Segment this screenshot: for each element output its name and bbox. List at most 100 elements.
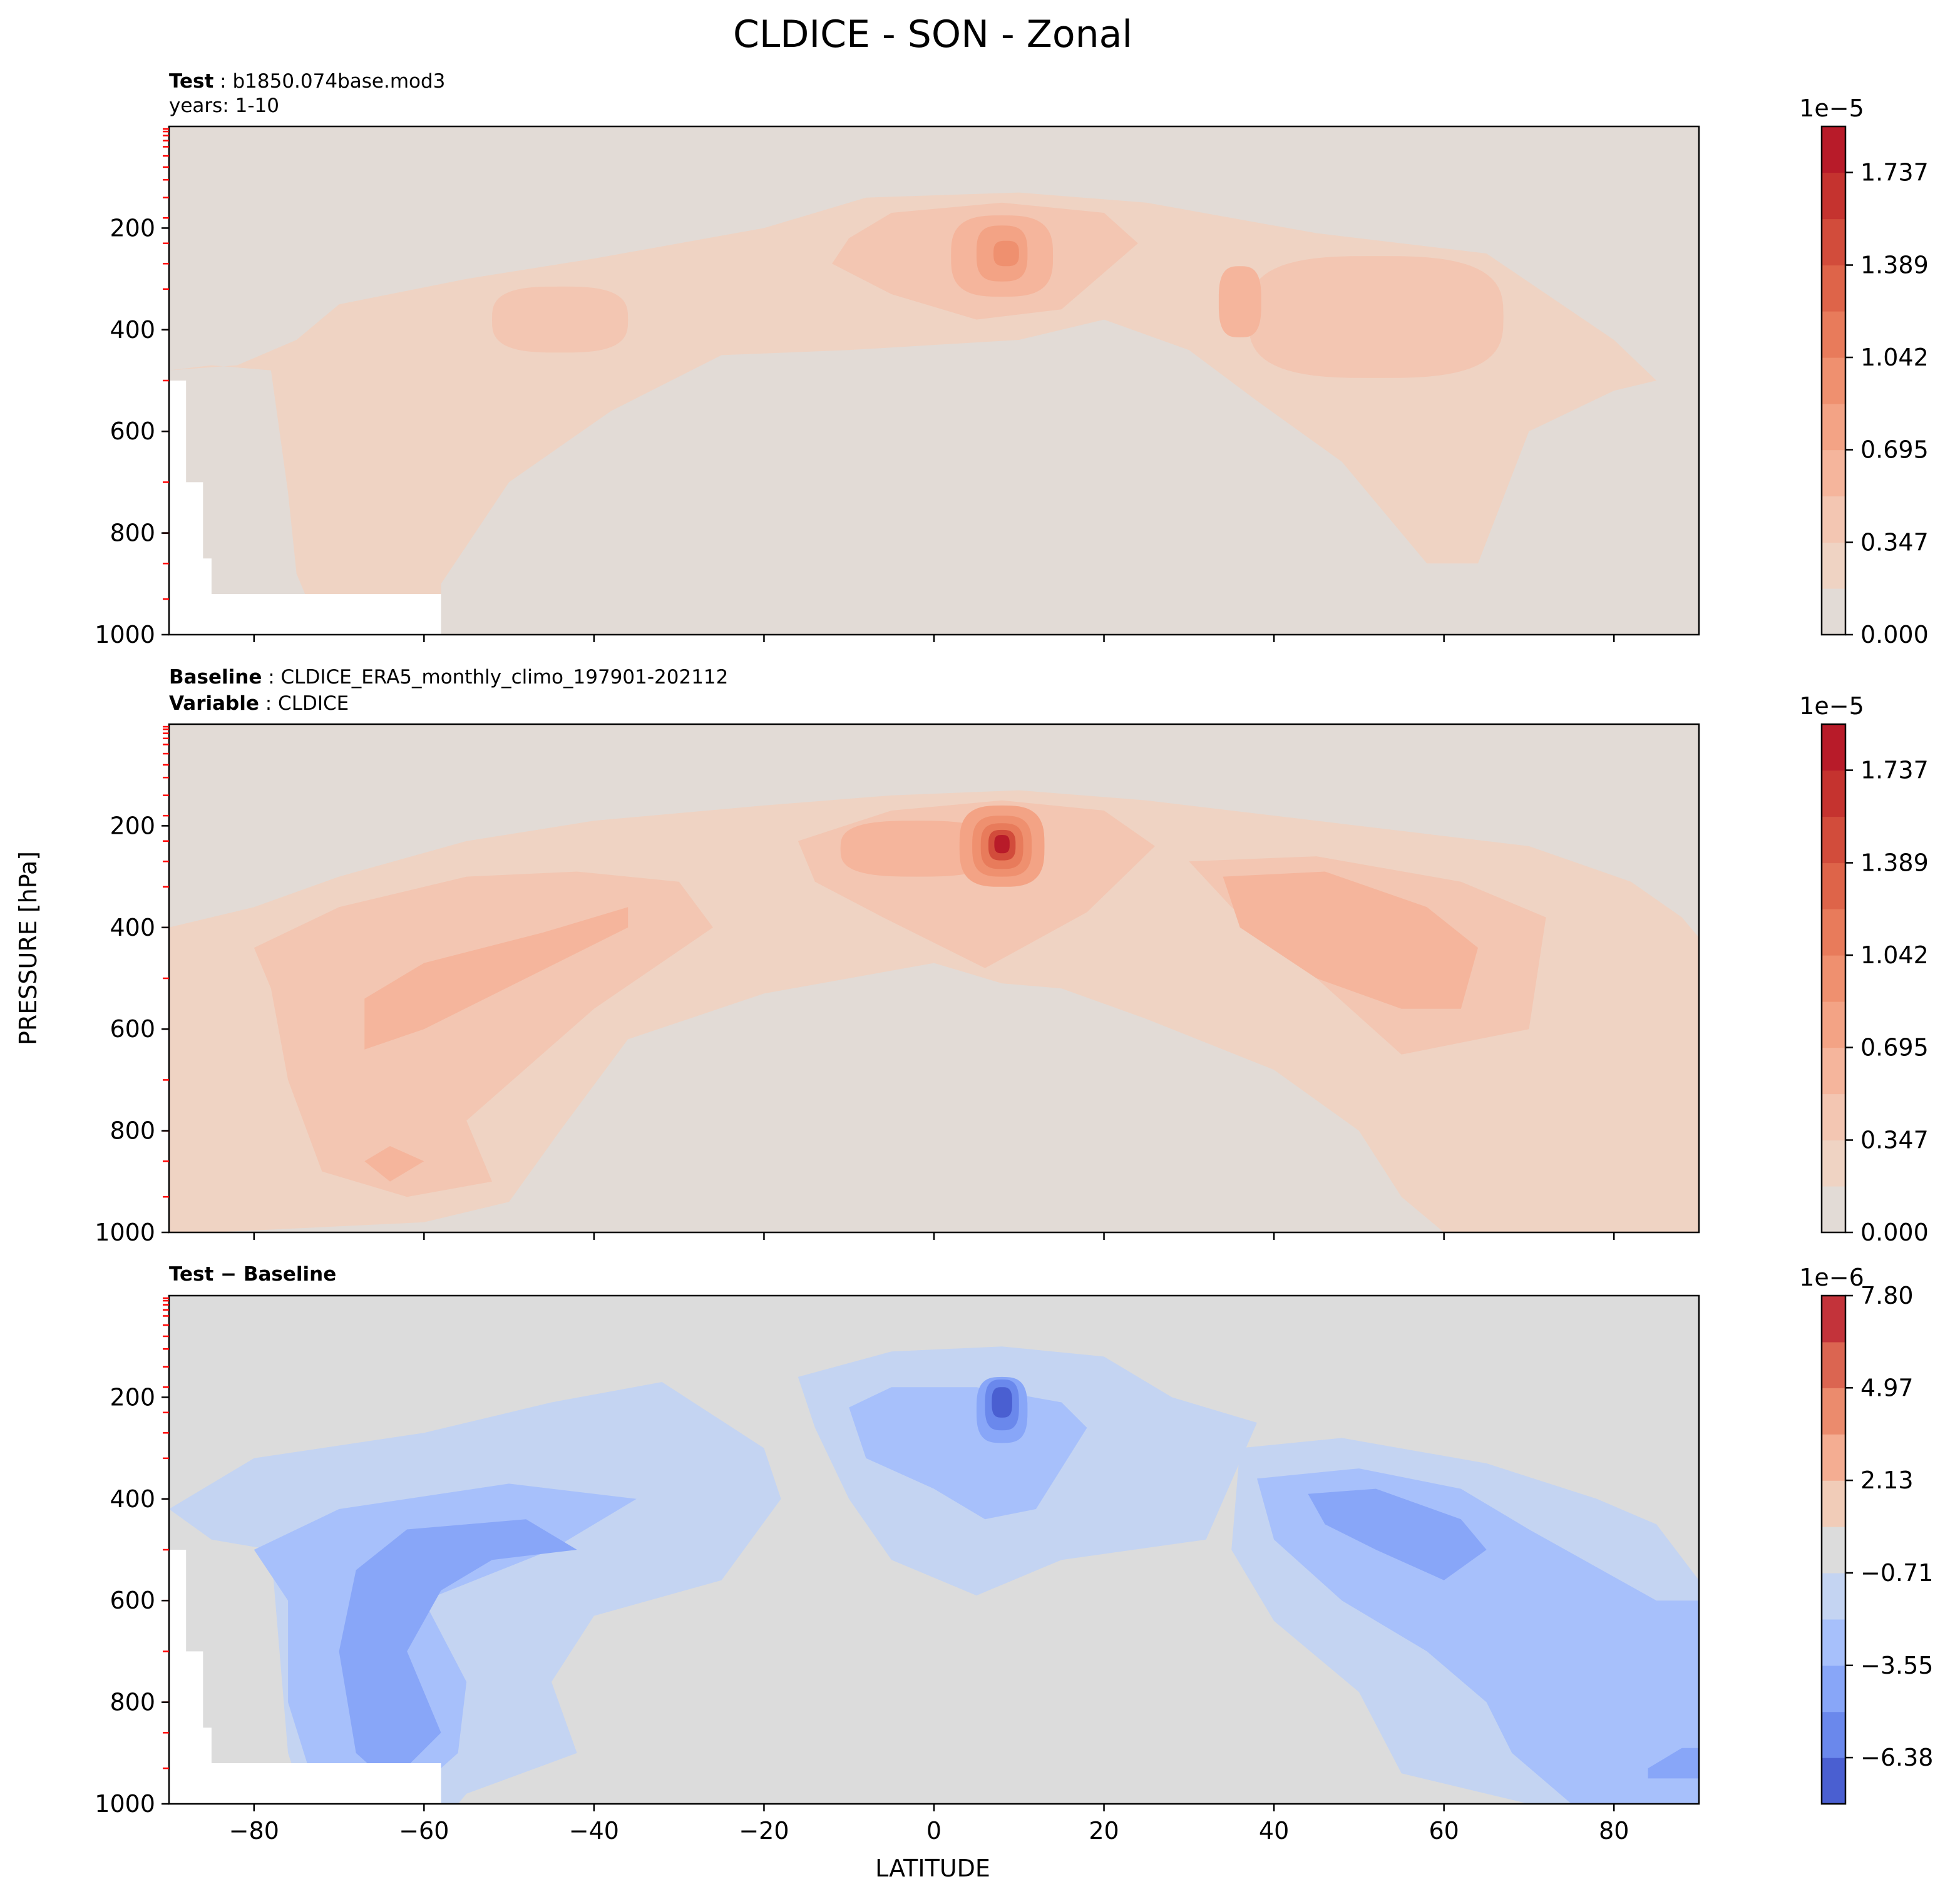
difference-missing-data-mask: [169, 1550, 441, 1804]
x-tick-label: 40: [1259, 1817, 1289, 1845]
baseline-colorbar-tick-label: 1.737: [1860, 757, 1929, 784]
difference-colorbar-segment: [1822, 1527, 1845, 1574]
panel-difference-plot: 200 400 600 800 1000 −80 −60 −40 −20 0 20 40 60 80: [95, 1294, 1700, 1845]
difference-contour-region: [992, 1387, 1012, 1418]
difference-colorbar-segment: [1822, 1572, 1845, 1620]
x-tick-label: −40: [569, 1817, 619, 1845]
panel-baseline-plot: 200 400 600 800 1000: [95, 723, 1700, 1246]
difference-colorbar-tick-label: 7.80: [1860, 1282, 1914, 1309]
difference-colorbar-exponent: 1e−6: [1799, 1264, 1864, 1291]
baseline-contour-region: [364, 907, 629, 1050]
test-colorbar-exponent: 1e−5: [1799, 95, 1864, 122]
difference-contour-region: [1648, 1748, 1699, 1779]
baseline-colorbar-frame: [1820, 723, 1847, 1234]
difference-colorbar-segment: [1822, 1341, 1845, 1388]
test-colorbar-tick-label: 1.042: [1860, 344, 1929, 371]
test-colorbar-segment: [1822, 403, 1845, 451]
test-colorbar-segment: [1822, 588, 1845, 635]
test-colorbar-segment: [1822, 126, 1845, 173]
panel-test-plot: 200 400 600 800 1000: [95, 125, 1700, 648]
difference-contours: [169, 1346, 1699, 1804]
baseline-colorbar-segment: [1822, 955, 1845, 1002]
baseline-colorbar-tick-label: 0.000: [1860, 1219, 1929, 1246]
panel-test-label-separator: :: [213, 70, 232, 93]
x-tick-label: 20: [1089, 1817, 1119, 1845]
difference-contour-region: [1308, 1488, 1487, 1580]
difference-colorbar-segment: [1822, 1296, 1845, 1343]
panel-test: Test : b1850.074base.mod3 years: 1-10 20…: [95, 70, 1929, 648]
chart-title: CLDICE - SON - Zonal: [733, 13, 1132, 56]
difference-y-tick-label: 600: [110, 1587, 155, 1614]
difference-y-tick-label: 800: [110, 1689, 155, 1716]
panel-test-label-line1: Test : b1850.074base.mod3: [169, 70, 445, 93]
panel-baseline: Baseline : CLDICE_ERA5_monthly_climo_197…: [95, 666, 1929, 1246]
difference-colorbar-segment: [1822, 1480, 1845, 1527]
difference-colorbar-tick-label: −0.71: [1860, 1559, 1933, 1587]
difference-colorbar-segment: [1822, 1388, 1845, 1435]
panel-baseline-variable-bold: Variable: [169, 692, 259, 715]
y-axis-label: PRESSURE [hPa]: [14, 851, 42, 1045]
test-colorbar-segment: [1822, 311, 1845, 358]
panel-difference-colorbar: 7.80 4.97 2.13 −0.71 −3.55 −6.38 1e−6: [1799, 1264, 1933, 1805]
panel-test-colorbar: 0.000 0.347 0.695 1.042 1.389 1.737 1e−5: [1799, 95, 1929, 648]
panel-baseline-variable-separator: :: [259, 692, 278, 715]
test-colorbar-tick-label: 0.695: [1860, 436, 1929, 464]
difference-colorbar-segment: [1822, 1665, 1845, 1712]
baseline-colorbar-segment: [1822, 1047, 1845, 1095]
baseline-contour-region: [254, 871, 713, 1197]
baseline-contour-region: [1223, 871, 1478, 1009]
panel-baseline-label-text: CLDICE_ERA5_monthly_climo_197901-202112: [281, 666, 729, 688]
panel-baseline-label-line2: Variable : CLDICE: [169, 692, 349, 715]
difference-contour-region: [339, 1519, 577, 1784]
baseline-colorbar-segment: [1822, 1093, 1845, 1141]
test-colorbar-segment: [1822, 542, 1845, 589]
baseline-colorbar-segment: [1822, 1001, 1845, 1048]
panel-baseline-label-separator: :: [262, 666, 280, 688]
baseline-y-tick-label: 200: [110, 812, 155, 839]
baseline-y-tick-label: 800: [110, 1117, 155, 1145]
baseline-contour-region: [364, 1146, 424, 1182]
panel-baseline-variable-text: CLDICE: [278, 692, 349, 715]
baseline-colorbar-tick-label: 0.347: [1860, 1126, 1929, 1154]
baseline-colorbar-segment: [1822, 909, 1845, 956]
test-contour-region: [492, 286, 629, 353]
test-colorbar-segment: [1822, 449, 1845, 497]
panel-test-label-text: b1850.074base.mod3: [232, 70, 445, 93]
test-colorbar-segment: [1822, 357, 1845, 404]
difference-colorbar-tick-label: −3.55: [1860, 1652, 1933, 1679]
baseline-colorbar-segment: [1822, 1186, 1845, 1233]
x-tick-label: −80: [229, 1817, 279, 1845]
test-contour-region: [1218, 266, 1261, 337]
test-colorbar-tick-label: 0.000: [1860, 621, 1929, 648]
baseline-y-tick-label: 600: [110, 1015, 155, 1043]
panel-baseline-colorbar: 0.000 0.347 0.695 1.042 1.389 1.737 1e−5: [1799, 692, 1929, 1246]
baseline-colorbar-exponent: 1e−5: [1799, 692, 1864, 720]
panel-difference-label: Test − Baseline: [169, 1263, 336, 1286]
difference-contour-region: [1257, 1468, 1699, 1804]
baseline-colorbar-segment: [1822, 770, 1845, 817]
baseline-y-tick-label: 1000: [95, 1219, 155, 1246]
test-colorbar-frame: [1820, 125, 1847, 636]
test-colorbar-tick-label: 1.389: [1860, 251, 1929, 279]
x-tick-label: 60: [1429, 1817, 1459, 1845]
baseline-colorbar-tick-label: 1.042: [1860, 941, 1929, 969]
difference-y-tick-label: 1000: [95, 1790, 155, 1818]
difference-colorbar-segment: [1822, 1619, 1845, 1666]
difference-contour-region: [849, 1387, 1087, 1520]
baseline-contour-region: [840, 821, 993, 877]
test-contour-region: [993, 240, 1019, 267]
difference-y-tick-label: 400: [110, 1485, 155, 1513]
difference-y-tick-label: 200: [110, 1383, 155, 1411]
test-y-tick-label: 600: [110, 417, 155, 445]
test-colorbar-segment: [1822, 218, 1845, 266]
test-colorbar-tick-label: 1.737: [1860, 159, 1929, 187]
test-colorbar-segment: [1822, 265, 1845, 312]
difference-colorbar-frame: [1820, 1294, 1847, 1805]
baseline-colorbar-segment: [1822, 862, 1845, 909]
test-missing-data-mask: [169, 381, 441, 635]
test-contours: [169, 192, 1657, 635]
difference-colorbar-tick-label: 2.13: [1860, 1466, 1914, 1494]
difference-colorbar-tick-label: −6.38: [1860, 1744, 1933, 1771]
baseline-contour-region: [994, 835, 1010, 854]
test-y-tick-label: 200: [110, 214, 155, 242]
